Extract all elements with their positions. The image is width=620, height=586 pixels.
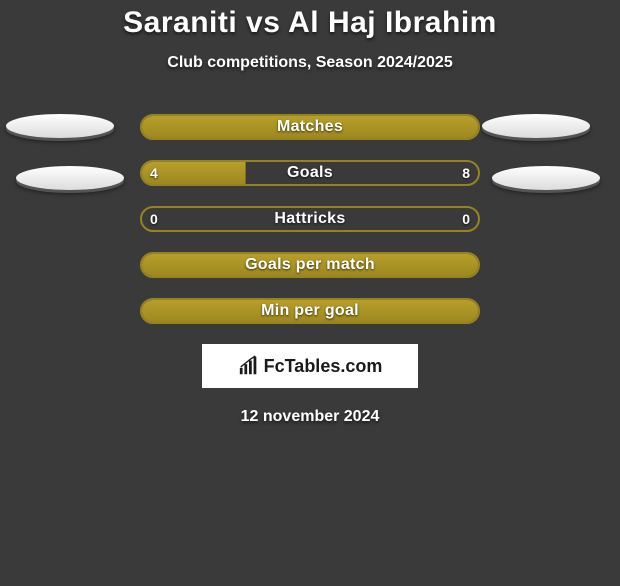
stat-row: Goals per match [140, 252, 480, 278]
bar-fill [142, 300, 478, 322]
page-title: Saraniti vs Al Haj Ibrahim [0, 6, 620, 40]
bar-fill [142, 116, 478, 138]
bar-track [140, 114, 480, 140]
bar-value-left: 0 [150, 206, 158, 232]
brand-chart-icon [238, 355, 260, 377]
bar-track [140, 252, 480, 278]
decorative-ellipse [6, 114, 114, 138]
date-line: 12 november 2024 [0, 408, 620, 426]
decorative-ellipse [492, 166, 600, 190]
bar-value-right: 0 [462, 206, 470, 232]
bar-value-right: 8 [462, 160, 470, 186]
bar-track [140, 160, 480, 186]
comparison-chart: MatchesGoals48Hattricks00Goals per match… [0, 114, 620, 324]
stat-row: Min per goal [140, 298, 480, 324]
bar-value-left: 4 [150, 160, 158, 186]
page-subtitle: Club competitions, Season 2024/2025 [0, 54, 620, 72]
bar-track [140, 206, 480, 232]
stat-row: Hattricks00 [140, 206, 480, 232]
bar-fill [142, 254, 478, 276]
brand-box[interactable]: FcTables.com [202, 344, 418, 388]
decorative-ellipse [16, 166, 124, 190]
stat-row: Matches [140, 114, 480, 140]
bar-track [140, 298, 480, 324]
brand-text: FcTables.com [264, 356, 383, 377]
decorative-ellipse [482, 114, 590, 138]
stat-row: Goals48 [140, 160, 480, 186]
